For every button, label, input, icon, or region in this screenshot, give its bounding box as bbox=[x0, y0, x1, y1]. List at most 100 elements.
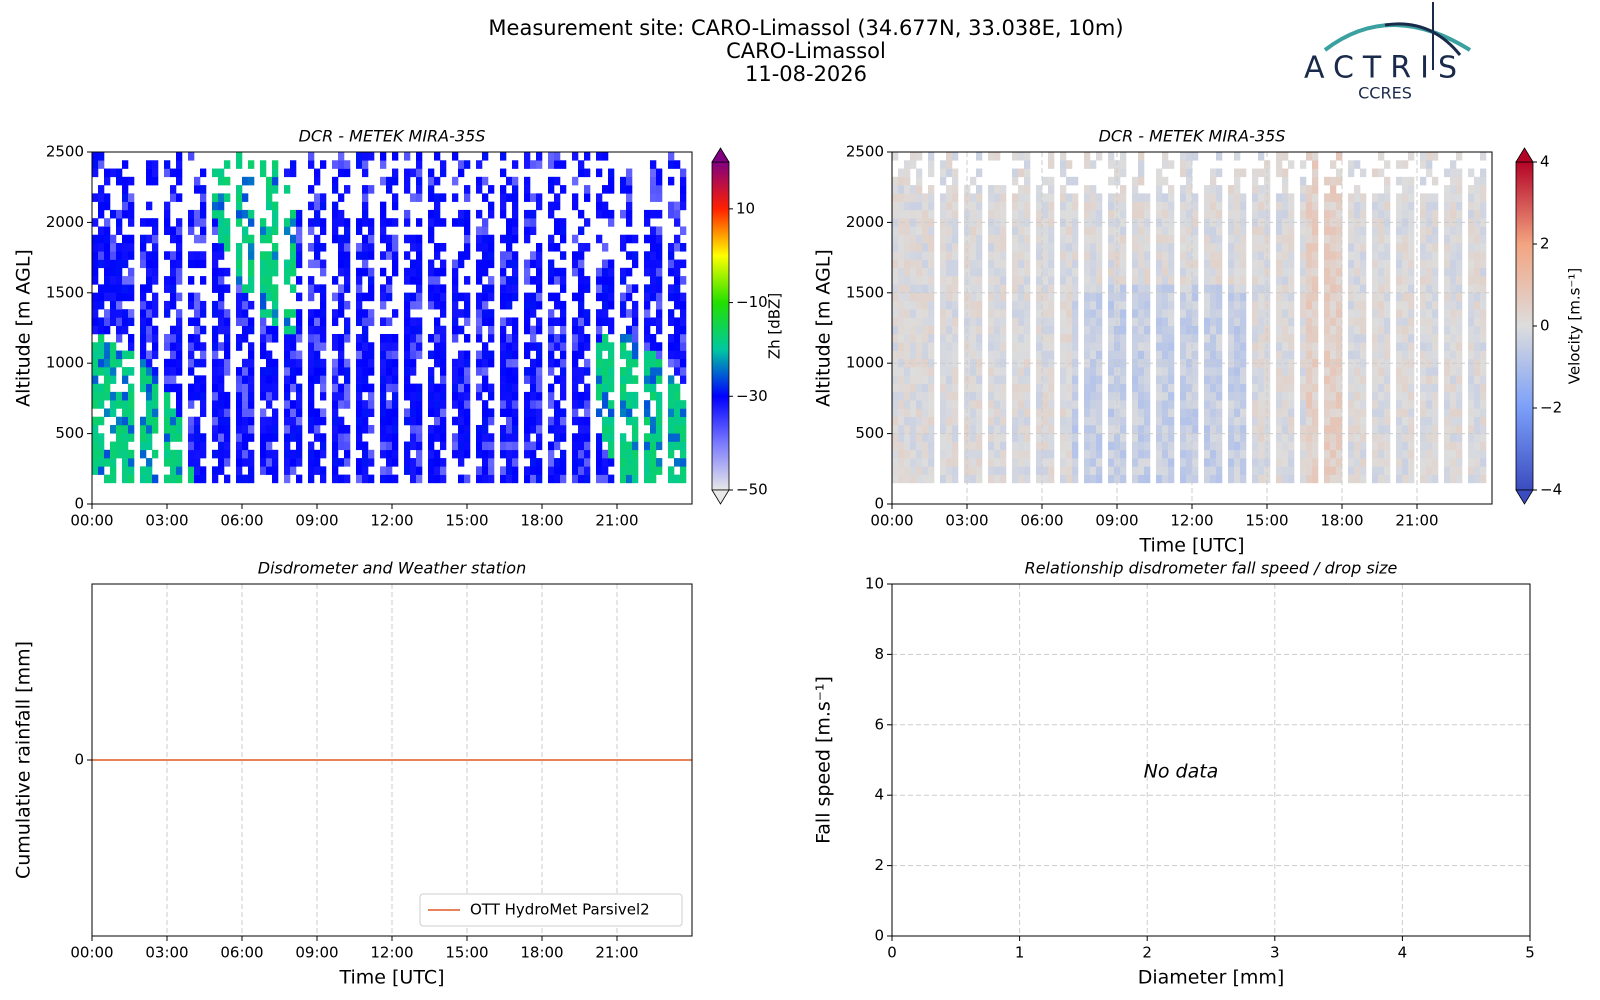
radar-texture bbox=[1072, 309, 1079, 318]
radar-texture bbox=[260, 342, 267, 351]
radar-texture bbox=[608, 458, 615, 467]
radar-texture bbox=[1048, 375, 1055, 384]
radar-texture bbox=[596, 342, 603, 351]
radar-texture bbox=[1330, 400, 1337, 409]
radar-texture bbox=[122, 176, 129, 186]
radar-texture bbox=[1084, 259, 1091, 269]
radar-texture bbox=[1324, 201, 1331, 211]
radar-texture bbox=[410, 317, 417, 327]
radar-texture bbox=[608, 185, 615, 194]
radar-texture bbox=[236, 449, 243, 459]
radar-texture bbox=[1024, 350, 1031, 360]
radar-texture bbox=[1240, 292, 1247, 302]
radar-texture bbox=[964, 226, 971, 236]
radar-texture bbox=[458, 251, 465, 260]
radar-texture bbox=[650, 292, 657, 302]
radar-texture bbox=[506, 458, 513, 467]
radar-texture bbox=[380, 433, 387, 442]
radar-texture bbox=[964, 201, 971, 211]
radar-texture bbox=[332, 185, 339, 194]
radar-texture bbox=[602, 358, 609, 368]
radar-texture bbox=[308, 458, 315, 467]
radar-texture bbox=[392, 267, 399, 277]
radar-texture bbox=[170, 267, 177, 277]
radar-texture bbox=[1066, 367, 1073, 376]
radar-texture bbox=[1138, 342, 1145, 351]
radar-texture bbox=[386, 333, 393, 343]
radar-texture bbox=[140, 383, 147, 393]
radar-texture bbox=[1324, 466, 1331, 475]
radar-texture bbox=[452, 284, 459, 293]
radar-texture bbox=[898, 325, 905, 335]
radar-texture bbox=[488, 317, 495, 327]
radar-texture bbox=[940, 333, 947, 343]
radar-texture bbox=[380, 408, 387, 418]
radar-texture bbox=[1132, 474, 1139, 484]
radar-texture bbox=[1204, 325, 1211, 335]
radar-texture bbox=[1090, 383, 1097, 393]
radar-texture bbox=[296, 441, 303, 451]
radar-texture bbox=[218, 325, 225, 335]
radar-texture bbox=[976, 466, 983, 475]
radar-texture bbox=[386, 276, 393, 285]
radar-texture bbox=[1408, 325, 1415, 335]
radar-texture bbox=[680, 242, 687, 252]
radar-texture bbox=[530, 408, 537, 418]
radar-texture bbox=[1258, 267, 1265, 277]
radar-texture bbox=[1384, 416, 1391, 426]
radar-texture bbox=[356, 300, 363, 310]
radar-texture bbox=[1168, 251, 1175, 260]
radar-texture bbox=[1162, 234, 1169, 244]
radar-texture bbox=[904, 342, 911, 351]
radar-texture bbox=[338, 218, 345, 227]
radar-texture bbox=[554, 267, 561, 277]
radar-texture bbox=[560, 300, 567, 310]
radar-texture bbox=[1216, 267, 1223, 277]
y-tick-label: 500 bbox=[55, 424, 84, 442]
radar-texture bbox=[976, 325, 983, 335]
y-tick-label: 1000 bbox=[46, 354, 84, 372]
radar-texture bbox=[1036, 209, 1043, 219]
radar-texture bbox=[536, 424, 543, 434]
radar-texture bbox=[116, 416, 123, 426]
radar-texture bbox=[530, 342, 537, 351]
radar-texture bbox=[176, 433, 183, 442]
radar-texture bbox=[1060, 350, 1067, 360]
radar-texture bbox=[1180, 433, 1187, 442]
radar-texture bbox=[1234, 350, 1241, 360]
radar-texture bbox=[988, 391, 995, 401]
radar-texture bbox=[1330, 433, 1337, 442]
radar-texture bbox=[1114, 226, 1121, 236]
radar-texture bbox=[332, 458, 339, 467]
radar-texture bbox=[386, 251, 393, 260]
radar-texture bbox=[1024, 292, 1031, 302]
radar-texture bbox=[1282, 242, 1289, 252]
radar-texture bbox=[1234, 300, 1241, 310]
radar-texture bbox=[1144, 350, 1151, 360]
radar-texture bbox=[152, 234, 159, 244]
radar-texture bbox=[904, 300, 911, 310]
radar-texture bbox=[482, 474, 489, 484]
radar-texture bbox=[170, 168, 177, 178]
radar-texture bbox=[1450, 259, 1457, 269]
radar-texture bbox=[578, 416, 585, 426]
radar-texture bbox=[1426, 449, 1433, 459]
radar-texture bbox=[1288, 466, 1295, 475]
radar-texture bbox=[362, 342, 369, 351]
radar-texture bbox=[530, 160, 537, 169]
radar-texture bbox=[536, 408, 543, 418]
radar-texture bbox=[928, 449, 935, 459]
radar-texture bbox=[356, 441, 363, 451]
radar-texture bbox=[1216, 391, 1223, 401]
radar-texture bbox=[428, 218, 435, 227]
radar-texture bbox=[164, 408, 171, 418]
radar-texture bbox=[1042, 317, 1049, 327]
radar-texture bbox=[1186, 342, 1193, 351]
radar-texture bbox=[650, 267, 657, 277]
radar-texture bbox=[500, 193, 507, 202]
radar-texture bbox=[1108, 284, 1115, 293]
radar-texture bbox=[284, 441, 291, 451]
radar-texture bbox=[1042, 259, 1049, 269]
radar-texture bbox=[892, 242, 899, 252]
radar-texture bbox=[1240, 367, 1247, 376]
